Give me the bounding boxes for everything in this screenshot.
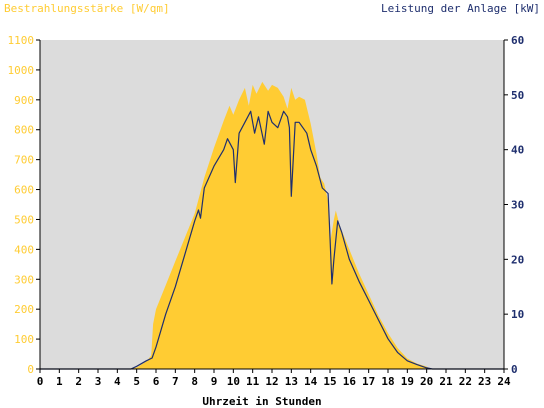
left-tick-label: 100	[14, 333, 34, 346]
x-tick-label: 17	[362, 375, 375, 388]
right-tick-label: 30	[511, 199, 524, 212]
x-tick-label: 21	[439, 375, 453, 388]
x-tick-label: 7	[172, 375, 179, 388]
left-tick-label: 1100	[8, 34, 35, 47]
x-tick-label: 24	[497, 375, 511, 388]
left-tick-label: 0	[27, 363, 34, 376]
x-axis-label: Uhrzeit in Stunden	[202, 395, 321, 408]
right-axis-title: Leistung der Anlage [kW]	[381, 2, 540, 15]
x-tick-label: 22	[459, 375, 472, 388]
right-tick-label: 20	[511, 253, 524, 266]
x-tick-label: 14	[304, 375, 318, 388]
x-tick-label: 1	[56, 375, 63, 388]
irradiance-area-series	[40, 81, 504, 370]
left-axis-title: Bestrahlungsstärke [W/qm]	[4, 2, 170, 15]
left-tick-label: 400	[14, 243, 34, 256]
right-tick-label: 60	[511, 34, 524, 47]
series-layer	[40, 81, 504, 370]
x-tick-label: 0	[37, 375, 44, 388]
x-tick-label: 5	[133, 375, 140, 388]
x-tick-label: 12	[265, 375, 278, 388]
x-tick-label: 3	[95, 375, 102, 388]
x-tick-label: 4	[114, 375, 121, 388]
left-tick-label: 1000	[8, 64, 35, 77]
x-tick-label: 9	[211, 375, 218, 388]
right-tick-label: 50	[511, 89, 524, 102]
x-tick-label: 18	[381, 375, 394, 388]
left-tick-label: 600	[14, 184, 34, 197]
x-tick-label: 13	[285, 375, 298, 388]
right-tick-label: 10	[511, 308, 524, 321]
right-tick-label: 0	[511, 363, 518, 376]
x-tick-label: 23	[478, 375, 491, 388]
x-tick-label: 16	[343, 375, 357, 388]
x-tick-label: 11	[246, 375, 260, 388]
x-tick-label: 2	[75, 375, 82, 388]
power-line-series	[40, 110, 504, 370]
left-tick-label: 800	[14, 124, 34, 137]
axes-layer: 0100200300400500600700800900100011000102…	[8, 34, 525, 388]
x-tick-label: 10	[227, 375, 240, 388]
x-tick-label: 20	[420, 375, 433, 388]
left-tick-label: 500	[14, 213, 34, 226]
x-tick-label: 19	[401, 375, 414, 388]
x-tick-label: 8	[191, 375, 198, 388]
left-tick-label: 700	[14, 154, 34, 167]
left-tick-label: 900	[14, 94, 34, 107]
left-tick-label: 300	[14, 273, 34, 286]
left-tick-label: 200	[14, 303, 34, 316]
right-tick-label: 40	[511, 144, 524, 157]
x-tick-label: 15	[323, 375, 336, 388]
x-tick-label: 6	[153, 375, 160, 388]
